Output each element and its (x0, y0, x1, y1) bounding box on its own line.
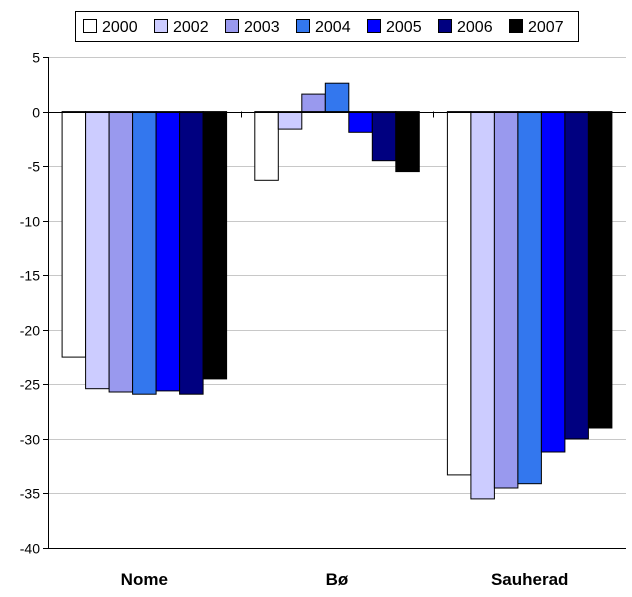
bar-2002-Nome (85, 111, 110, 390)
bar-2000-Sauherad (446, 111, 472, 476)
bar-2003-Nome (108, 111, 134, 393)
y-tick-label: -25 (20, 377, 40, 393)
bar-2006-Bø (371, 111, 397, 162)
bar-2000-Bø (254, 111, 279, 181)
bar-2002-Sauherad (470, 111, 495, 500)
legend: 2000 2002 2003 2004 2005 2006 2007 (75, 11, 579, 42)
bar-2007-Bø (395, 111, 420, 173)
legend-swatch-2007 (509, 19, 523, 33)
x-category-label: Sauherad (491, 570, 568, 589)
legend-swatch-2000 (83, 19, 97, 33)
legend-label-2000: 2000 (102, 19, 138, 36)
axes (48, 57, 626, 549)
y-tick-label: -30 (20, 432, 40, 448)
bar-2006-Nome (179, 111, 204, 395)
bar-2004-Sauherad (517, 111, 542, 485)
bar-2004-Bø (324, 82, 350, 113)
bar-2004-Nome (132, 111, 157, 395)
bar-2005-Sauherad (540, 111, 566, 453)
legend-label-2006: 2006 (457, 19, 493, 36)
y-tick-label: -5 (28, 159, 41, 175)
y-axis-ticks: 5 0 -5 -10 -15 -20 -25 -30 -35 -40 (20, 50, 48, 557)
y-tick-label: -35 (20, 486, 40, 502)
legend-label-2007: 2007 (528, 19, 564, 36)
y-tick-label: 0 (32, 105, 40, 121)
legend-swatch-2002 (154, 19, 168, 33)
bar-2002-Bø (277, 111, 303, 130)
legend-swatch-2006 (438, 19, 452, 33)
bar-2005-Nome (155, 111, 181, 392)
y-tick-label: -10 (20, 214, 40, 230)
y-tick-label: -15 (20, 268, 40, 284)
bar-2000-Nome (61, 111, 87, 358)
y-tick-label: -20 (20, 323, 40, 339)
legend-swatch-2005 (367, 19, 381, 33)
legend-label-2003: 2003 (244, 19, 280, 36)
bar-2006-Sauherad (564, 111, 589, 440)
bars (61, 82, 613, 500)
x-category-label: Nome (121, 570, 168, 589)
y-tick-label: 5 (32, 50, 40, 66)
legend-label-2002: 2002 (173, 19, 209, 36)
legend-label-2004: 2004 (315, 19, 351, 36)
bar-2007-Nome (202, 111, 228, 380)
legend-swatch-2004 (296, 19, 310, 33)
bar-2005-Bø (348, 111, 373, 133)
y-tick-label: -40 (20, 541, 40, 557)
legend-label-2005: 2005 (386, 19, 422, 36)
legend-swatch-2003 (225, 19, 239, 33)
bar-2003-Bø (301, 93, 326, 113)
bar-2003-Sauherad (493, 111, 519, 489)
x-category-label: Bø (326, 570, 349, 589)
x-axis-ticks: Nome Bø Sauherad (121, 570, 569, 589)
bar-2007-Sauherad (587, 111, 613, 429)
